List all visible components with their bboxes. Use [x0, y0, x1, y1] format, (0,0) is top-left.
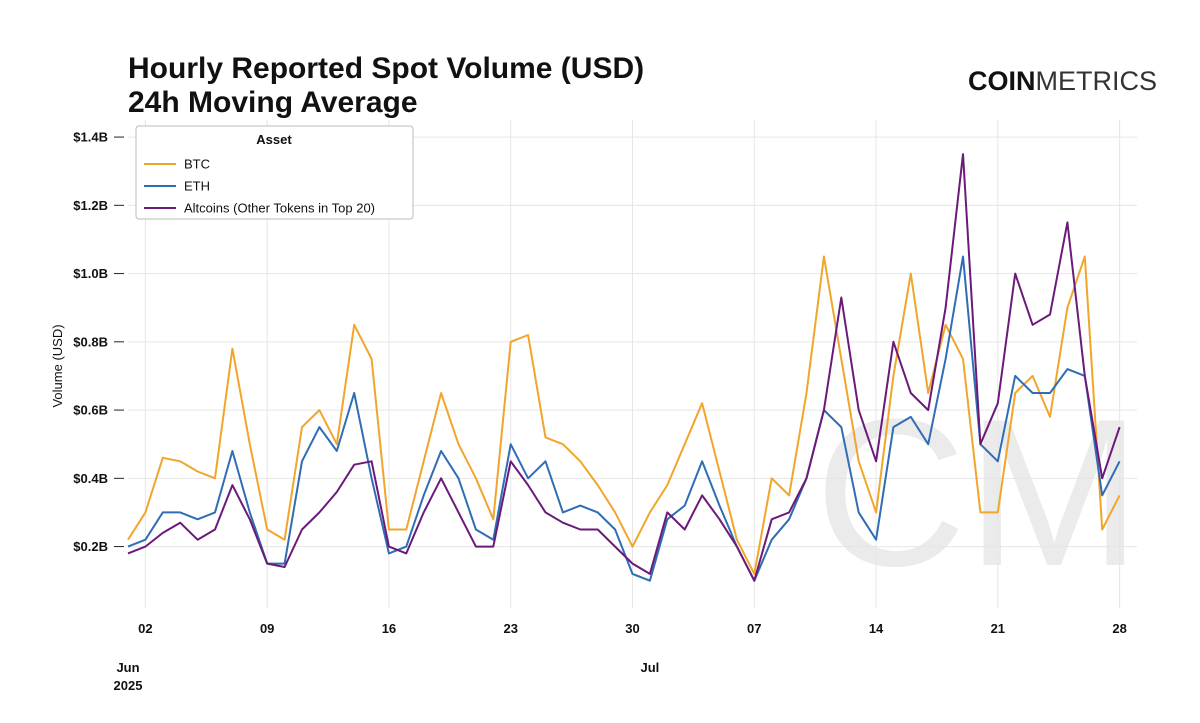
chart-subtitle: 24h Moving Average	[128, 86, 418, 119]
legend-box	[135, 125, 414, 220]
x-tick-label: 02	[138, 621, 152, 636]
year-label: 2025	[114, 678, 143, 693]
x-tick-label: 21	[991, 621, 1005, 636]
month-label: Jul	[640, 660, 659, 675]
x-tick-label: 28	[1112, 621, 1126, 636]
y-tick-label: $1.4B	[73, 130, 108, 145]
y-tick-label: $0.8B	[73, 334, 108, 349]
x-tick-label: 09	[260, 621, 274, 636]
chart-title: Hourly Reported Spot Volume (USD)	[128, 52, 644, 85]
y-tick-label: $0.6B	[73, 403, 108, 418]
legend-label: BTC	[184, 157, 210, 172]
x-tick-label: 30	[625, 621, 639, 636]
series-line	[127, 255, 1121, 575]
month-label: Jun	[116, 660, 139, 675]
y-tick-label: $1.0B	[73, 266, 108, 281]
logo-bold: COIN	[968, 66, 1036, 96]
logo-light: METRICS	[1036, 66, 1158, 96]
series-line	[127, 255, 1121, 582]
y-tick-label: $0.2B	[73, 539, 108, 554]
x-tick-label: 07	[747, 621, 761, 636]
y-tick-label: $0.4B	[73, 471, 108, 486]
y-axis-label: Volume (USD)	[50, 324, 65, 407]
x-tick-label: 14	[869, 621, 884, 636]
x-tick-label: 23	[503, 621, 517, 636]
lines	[127, 153, 1121, 582]
logo: COINMETRICS	[968, 66, 1157, 96]
x-tick-label: 16	[382, 621, 396, 636]
y-tick-label: $1.2B	[73, 198, 108, 213]
legend: Asset BTC ETH Altcoins (Other Tokens in Top…	[135, 125, 414, 220]
legend-label: ETH	[184, 179, 210, 194]
legend-label: Altcoins (Other Tokens in Top 20)	[184, 201, 375, 216]
legend-title: Asset	[256, 132, 292, 147]
series-line	[127, 153, 1121, 582]
